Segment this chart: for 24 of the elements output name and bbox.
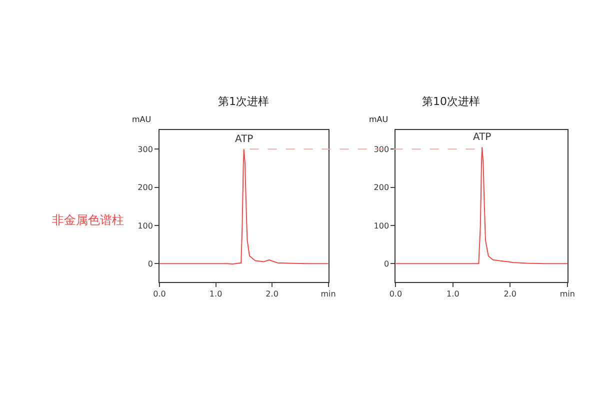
y-axis-title: mAU xyxy=(132,115,152,124)
x-tick-label: 1.0 xyxy=(446,290,460,299)
x-tick-label: 1.0 xyxy=(209,290,222,299)
x-tick-label: 0.0 xyxy=(153,290,166,299)
x-tick-label: 2.0 xyxy=(266,290,278,299)
x-tick-label: 2.0 xyxy=(504,290,517,299)
y-axis-title: mAU xyxy=(369,115,388,124)
text: 非金属色谱柱 xyxy=(52,213,124,227)
y-tick-label: 200 xyxy=(138,183,153,192)
line-series xyxy=(396,146,568,264)
y-tick-label: 0 xyxy=(384,259,390,268)
y-tick-label: 300 xyxy=(138,144,153,154)
annotation: ATP xyxy=(473,132,492,143)
y-tick-label: 100 xyxy=(374,221,390,230)
chart-title: 第10次进样 xyxy=(422,95,480,108)
x-tick-label: min xyxy=(560,290,575,299)
y-tick-label: 200 xyxy=(374,183,390,192)
chart-title: 第1次进样 xyxy=(218,95,269,108)
line-series xyxy=(160,148,328,265)
y-tick-label: 0 xyxy=(148,259,153,268)
x-tick-label: min xyxy=(320,290,336,299)
y-tick-label: 100 xyxy=(138,221,153,230)
x-tick-label: 0.0 xyxy=(389,290,402,299)
annotation: ATP xyxy=(235,134,254,145)
